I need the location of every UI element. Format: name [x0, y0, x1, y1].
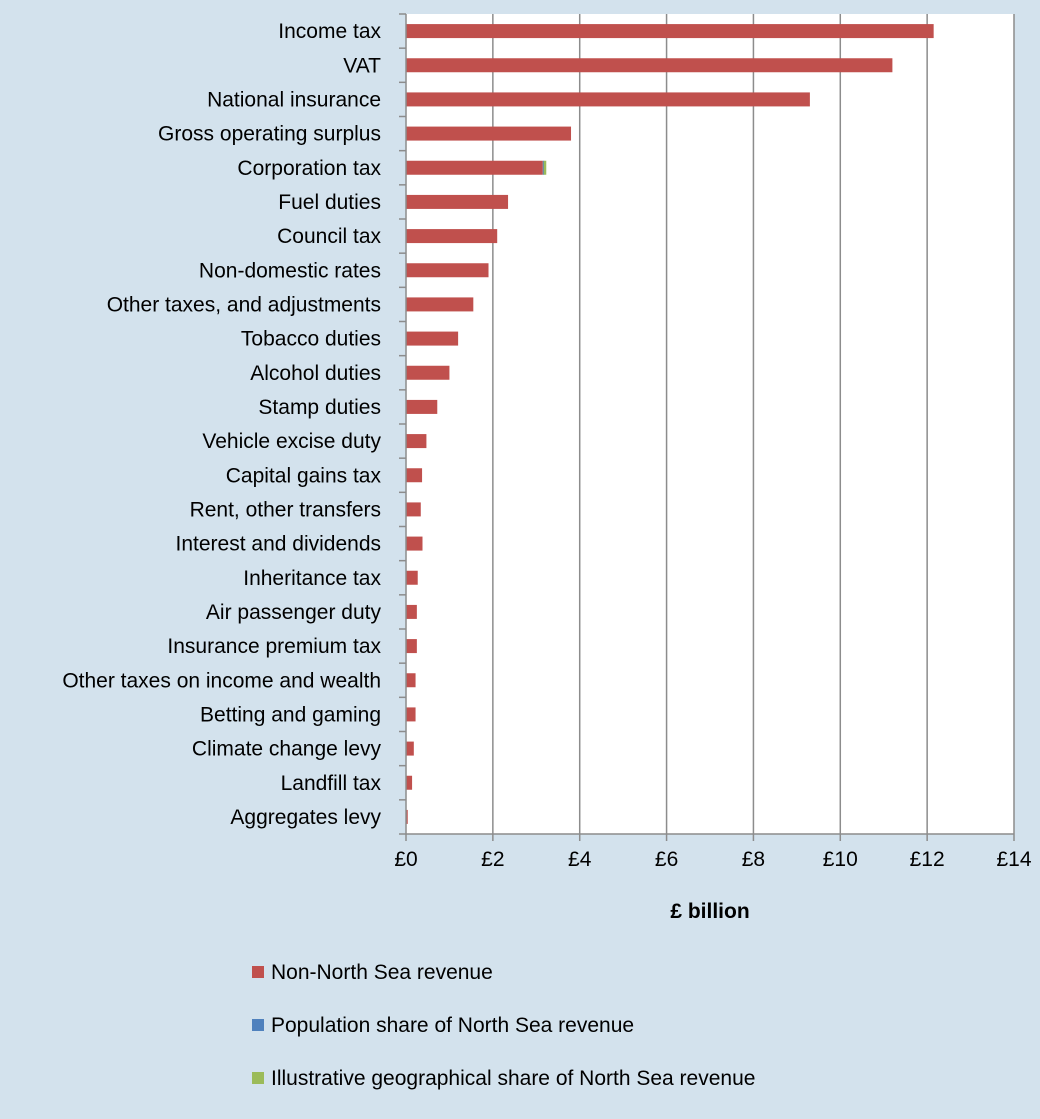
category-label: Alcohol duties: [250, 362, 381, 385]
legend-label: Population share of North Sea revenue: [271, 1013, 635, 1037]
category-label: Interest and dividends: [176, 533, 381, 556]
plot-area: [406, 14, 1014, 834]
bar[interactable]: [406, 741, 414, 756]
x-tick-label: £10: [823, 848, 858, 871]
bar[interactable]: [406, 673, 416, 688]
x-tick-label: £12: [910, 848, 945, 871]
x-tick-label: £14: [996, 848, 1031, 871]
bar[interactable]: [406, 399, 438, 414]
category-label: Air passenger duty: [206, 601, 382, 624]
bar[interactable]: [406, 92, 810, 107]
x-tick-label: £2: [481, 848, 504, 871]
category-label: Income tax: [278, 20, 381, 43]
axes: [399, 13, 1015, 841]
bar[interactable]: [406, 570, 418, 585]
bar[interactable]: [406, 502, 421, 517]
bar[interactable]: [406, 297, 474, 312]
x-axis-title: £ billion: [670, 900, 749, 923]
bars: [406, 24, 934, 824]
bar[interactable]: [406, 160, 543, 175]
legend-swatch-green: [252, 1072, 264, 1084]
bar[interactable]: [406, 536, 423, 551]
legend-item-non-north-sea[interactable]: Non-North Sea revenue: [252, 960, 755, 984]
bar[interactable]: [406, 126, 572, 141]
category-label: Fuel duties: [278, 191, 381, 214]
category-label: Insurance premium tax: [167, 635, 381, 658]
category-label: Other taxes, and adjustments: [107, 293, 381, 316]
bar[interactable]: [406, 229, 498, 244]
category-label: National insurance: [207, 88, 381, 111]
x-tick-label: £0: [394, 848, 417, 871]
chart-root: £0 £2 £4 £6 £8 £10 £12 £14 Income tax VAT National…: [62, 13, 1032, 1089]
bar[interactable]: [542, 160, 545, 175]
bar[interactable]: [406, 775, 413, 790]
bar[interactable]: [406, 331, 459, 346]
category-label: Betting and gaming: [200, 703, 381, 726]
bar[interactable]: [406, 809, 408, 824]
bar[interactable]: [406, 434, 427, 449]
category-label: VAT: [343, 54, 381, 77]
legend-swatch-red: [252, 966, 264, 978]
x-tick-label: £4: [568, 848, 592, 871]
category-label: Rent, other transfers: [190, 498, 381, 521]
category-label: Landfill tax: [281, 772, 382, 795]
bar[interactable]: [406, 58, 893, 73]
legend: Non-North Sea revenue Population share o…: [252, 960, 755, 1119]
revenue-bar-chart: £0 £2 £4 £6 £8 £10 £12 £14 Income tax VAT National…: [62, 13, 1032, 923]
category-label: Vehicle excise duty: [202, 430, 381, 453]
x-tick-label: £8: [742, 848, 765, 871]
category-label: Council tax: [277, 225, 381, 248]
bar[interactable]: [406, 24, 934, 39]
category-label: Climate change levy: [192, 738, 382, 761]
legend-item-geographical-share[interactable]: Illustrative geographical share of North…: [252, 1066, 755, 1090]
category-label: Aggregates levy: [230, 806, 381, 829]
category-label: Tobacco duties: [241, 328, 381, 351]
bar[interactable]: [406, 707, 416, 722]
bar[interactable]: [406, 263, 489, 278]
bar[interactable]: [406, 604, 417, 619]
labels: £0 £2 £4 £6 £8 £10 £12 £14 Income tax VAT National…: [62, 20, 1032, 871]
legend-item-population-share[interactable]: Population share of North Sea revenue: [252, 1013, 755, 1037]
category-label: Capital gains tax: [226, 464, 382, 487]
gridlines: [492, 14, 1015, 834]
x-tick-label: £6: [655, 848, 678, 871]
category-label: Other taxes on income and wealth: [62, 669, 381, 692]
category-label: Corporation tax: [237, 157, 381, 180]
category-label: Non-domestic rates: [199, 259, 381, 282]
bar[interactable]: [406, 365, 450, 380]
bar[interactable]: [406, 194, 509, 209]
legend-label: Non-North Sea revenue: [271, 960, 493, 984]
legend-swatch-blue: [252, 1019, 264, 1031]
bar[interactable]: [406, 468, 423, 483]
category-label: Gross operating surplus: [158, 123, 381, 146]
legend-label: Illustrative geographical share of North…: [271, 1066, 756, 1090]
bar[interactable]: [543, 160, 547, 175]
category-label: Stamp duties: [258, 396, 381, 419]
bar[interactable]: [406, 639, 417, 654]
category-label: Inheritance tax: [243, 567, 381, 590]
